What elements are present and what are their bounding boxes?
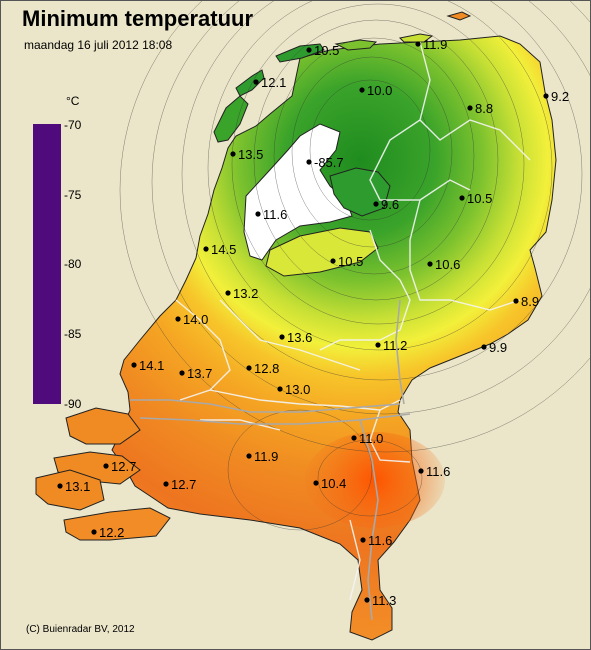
legend-tick: -85 [64, 327, 82, 341]
station-dot [103, 463, 109, 469]
station-temperature-label: 12.7 [111, 459, 136, 474]
station-dot [364, 597, 370, 603]
station-dot [279, 334, 285, 340]
station-temperature-label: -85.7 [314, 155, 344, 170]
station-temperature-label: 12.8 [254, 361, 279, 376]
station-temperature-label: 8.9 [521, 294, 539, 309]
station-temperature-label: 12.1 [261, 75, 286, 90]
station-dot [306, 47, 312, 53]
station-temperature-label: 11.3 [372, 593, 396, 608]
land-texel [213, 95, 249, 143]
station-temperature-label: 10.5 [467, 191, 492, 206]
station-temperature-label: 13.0 [285, 382, 310, 397]
station-temperature-label: 11.2 [383, 338, 407, 353]
land-zeeuws-vlaanderen [63, 507, 171, 541]
legend-colorbar [33, 124, 61, 404]
land-zeeland-walcheren [35, 469, 105, 511]
legend-unit: °C [66, 94, 80, 108]
station-temperature-label: 11.6 [368, 533, 392, 548]
station-temperature-label: 11.6 [426, 464, 450, 479]
station-temperature-label: 10.5 [338, 254, 363, 269]
station-dot [230, 151, 236, 157]
land-zeeland-north [65, 407, 141, 445]
station-dot [330, 258, 336, 264]
station-temperature-label: 10.0 [367, 83, 392, 98]
map-timestamp: maandag 16 juli 2012 18:08 [24, 38, 173, 52]
station-temperature-label: 14.1 [139, 358, 164, 373]
station-dot [225, 290, 231, 296]
station-dot [359, 87, 365, 93]
station-temperature-label: 13.6 [287, 330, 312, 345]
station-dot [360, 537, 366, 543]
station-temperature-label: 11.9 [254, 449, 278, 464]
station-dot [131, 362, 137, 368]
land-terschelling [275, 43, 325, 63]
station-temperature-label: 13.7 [187, 366, 212, 381]
land-vlieland [235, 69, 265, 97]
station-dot [467, 105, 473, 111]
legend-tick: -75 [64, 188, 82, 202]
legend-tick: -80 [64, 257, 82, 271]
station-temperature-label: 13.2 [233, 286, 258, 301]
station-dot [163, 481, 169, 487]
station-dot [313, 480, 319, 486]
station-dot [246, 365, 252, 371]
station-dot [543, 93, 549, 99]
station-dot [57, 483, 63, 489]
station-dot [179, 370, 185, 376]
station-dot [373, 201, 379, 207]
station-temperature-label: 13.5 [238, 147, 263, 162]
station-dot [91, 529, 97, 535]
station-temperature-label: 9.9 [489, 340, 507, 355]
station-dot [255, 211, 261, 217]
station-dot [481, 344, 487, 350]
station-dot [513, 298, 519, 304]
land-mainland [111, 35, 557, 641]
station-temperature-label: 10.4 [321, 476, 346, 491]
station-temperature-label: 9.2 [551, 89, 569, 104]
province-borders [175, 41, 531, 601]
legend-tick: -90 [64, 397, 82, 411]
station-markers: 10.5 11.9 12.1 10.0 9.2 8.8 13.5 -85.7 9.6 10.5 11… [57, 37, 569, 608]
station-temperature-label: 10.6 [435, 257, 460, 272]
station-dot [351, 435, 357, 441]
map-title: Minimum temperatuur [22, 6, 254, 31]
station-temperature-label: 13.1 [65, 479, 90, 494]
copyright-notice: (C) Buienradar BV, 2012 [26, 624, 135, 635]
station-dot [306, 159, 312, 165]
station-dot [203, 246, 209, 252]
rivers [130, 299, 411, 621]
station-temperature-label: 11.0 [359, 431, 383, 446]
station-dot [375, 342, 381, 348]
station-dot [175, 316, 181, 322]
station-dot [253, 79, 259, 85]
station-dot [427, 261, 433, 267]
station-dot [415, 41, 421, 47]
station-dot [418, 468, 424, 474]
station-temperature-label: 11.9 [423, 37, 447, 52]
station-temperature-label: 11.6 [263, 207, 287, 222]
station-temperature-label: 12.2 [99, 525, 124, 540]
station-dot [459, 195, 465, 201]
station-temperature-label: 9.6 [381, 197, 399, 212]
station-temperature-label: 14.0 [183, 312, 208, 327]
station-temperature-label: 12.7 [171, 477, 196, 492]
land-schiermonnikoog [398, 33, 434, 43]
station-dot [246, 453, 252, 459]
legend-tick: -70 [64, 118, 82, 132]
station-dot [277, 386, 283, 392]
land-rottumeroog [446, 11, 472, 21]
station-temperature-label: 10.5 [314, 43, 339, 58]
station-temperature-label: 8.8 [475, 101, 493, 116]
isotherm-lines [119, 0, 591, 531]
station-temperature-label: 14.5 [211, 242, 236, 257]
